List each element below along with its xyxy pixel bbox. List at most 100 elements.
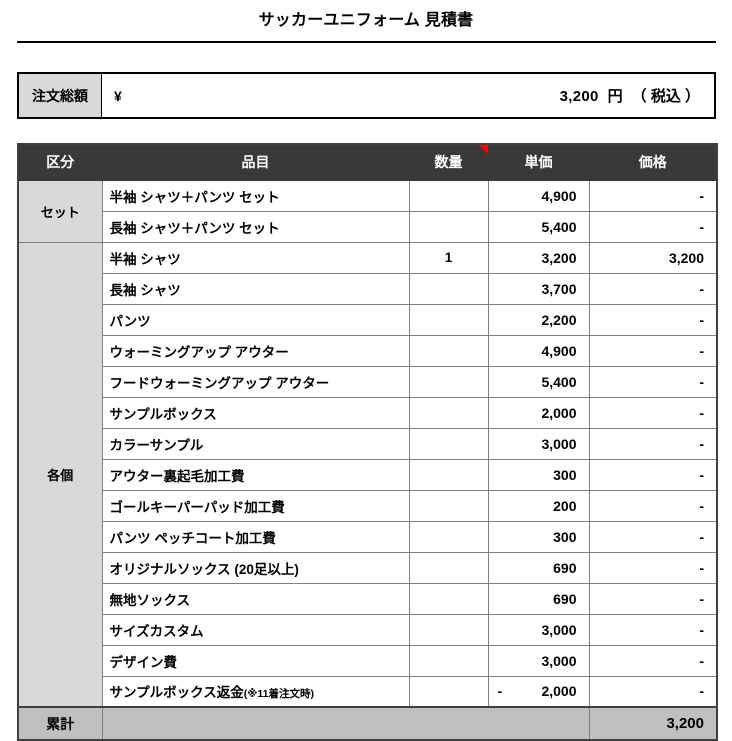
- table-row: カラーサンプル 3,000-: [18, 427, 718, 460]
- unit-price-cell: 2,200: [487, 303, 590, 336]
- unit-price-cell: 5,400: [487, 365, 590, 398]
- item-name-cell: デザイン費: [101, 644, 410, 677]
- unit-price-cell: 3,000: [487, 427, 590, 460]
- item-name: 長袖 シャツ: [109, 282, 181, 298]
- category-cell: 各個: [17, 241, 103, 708]
- item-name-cell: 半袖 シャツ: [101, 241, 410, 274]
- item-name: フードウォーミングアップ アウター: [109, 375, 330, 391]
- item-name-cell: ゴールキーパーパッド加工費: [101, 489, 410, 522]
- quantity-cell[interactable]: [408, 427, 489, 460]
- order-total-tax-note: （ 税込 ）: [631, 88, 700, 105]
- item-name-cell: ウォーミングアップ アウター: [101, 334, 410, 367]
- item-name: ゴールキーパーパッド加工費: [109, 499, 285, 515]
- table-header: 区分 品目 数量 単価 価格: [17, 143, 718, 181]
- column-header-price[interactable]: 価格: [588, 143, 718, 181]
- title-divider: [17, 41, 716, 43]
- unit-price-cell: 3,000: [487, 613, 590, 646]
- quantity-cell[interactable]: [408, 520, 489, 553]
- quantity-cell[interactable]: [408, 613, 489, 646]
- table-row: サイズカスタム 3,000-: [18, 613, 718, 646]
- column-header-item[interactable]: 品目: [101, 143, 410, 181]
- unit-price-cell: 3,000: [487, 644, 590, 677]
- quantity-cell[interactable]: [408, 396, 489, 429]
- quantity-cell[interactable]: [408, 365, 489, 398]
- item-name: ウォーミングアップ アウター: [109, 344, 289, 360]
- item-name-cell: アウター裏起毛加工費: [101, 458, 410, 491]
- item-name: デザイン費: [109, 654, 178, 670]
- item-name-cell: パンツ: [101, 303, 410, 336]
- quantity-cell[interactable]: [408, 210, 489, 243]
- price-cell: -: [588, 613, 718, 646]
- item-name-cell: フードウォーミングアップ アウター: [101, 365, 410, 398]
- item-name-cell: オリジナルソックス (20足以上): [101, 551, 410, 584]
- quantity-cell[interactable]: [408, 551, 489, 584]
- item-name: サンプルボックス: [109, 406, 217, 422]
- item-name: オリジナルソックス (20足以上): [109, 561, 299, 577]
- item-name: パンツ ペッチコート加工費: [109, 530, 276, 546]
- table-row: デザイン費 3,000-: [18, 644, 718, 677]
- table-row: 各個 半袖 シャツ 1 3,200 3,200: [17, 241, 718, 708]
- quantity-cell[interactable]: [408, 334, 489, 367]
- price-cell: -: [588, 644, 718, 677]
- currency-symbol: ¥: [114, 87, 122, 104]
- table-footer: 累計 3,200: [17, 706, 718, 741]
- order-total-unit: 円: [607, 88, 623, 105]
- comment-marker-icon: [478, 145, 488, 154]
- table-row: パンツ ペッチコート加工費 300-: [18, 520, 718, 553]
- table-row: 長袖 シャツ 3,700-: [18, 272, 718, 305]
- quantity-cell[interactable]: 1: [408, 241, 489, 274]
- table-row: サンプルボックス返金(※11着注文時) -2,000-: [18, 675, 718, 708]
- item-name-cell: 半袖 シャツ＋パンツ セット: [101, 179, 410, 212]
- quantity-cell[interactable]: [408, 458, 489, 491]
- order-total-value: 3,200: [559, 88, 599, 105]
- table-row: オリジナルソックス (20足以上) 690-: [18, 551, 718, 584]
- price-cell: -: [588, 582, 718, 615]
- item-name: 無地ソックス: [109, 592, 191, 608]
- item-name-cell: 長袖 シャツ: [101, 272, 410, 305]
- order-total-body: ¥ 3,200 円 （ 税込 ）: [102, 74, 714, 117]
- unit-price-cell: 200: [487, 489, 590, 522]
- order-total-amount: 3,200 円 （ 税込 ）: [560, 85, 700, 106]
- column-header-quantity[interactable]: 数量: [408, 143, 489, 181]
- item-name-cell: 無地ソックス: [101, 582, 410, 615]
- unit-price-cell: 4,900: [487, 334, 590, 367]
- table-row: アウター裏起毛加工費 300-: [18, 458, 718, 491]
- table-row: ウォーミングアップ アウター 4,900-: [18, 334, 718, 367]
- table-row: 無地ソックス 690-: [18, 582, 718, 615]
- unit-price-cell: 3,200: [487, 241, 590, 274]
- item-name-cell: 長袖 シャツ＋パンツ セット: [101, 210, 410, 243]
- page-title: サッカーユニフォーム 見積書: [258, 12, 474, 29]
- unit-price-value: 2,000: [541, 683, 577, 700]
- item-name: パンツ: [109, 313, 151, 329]
- quantity-cell[interactable]: [408, 272, 489, 305]
- item-name: サイズカスタム: [109, 623, 204, 639]
- unit-price-cell: - 2,000: [487, 675, 590, 708]
- item-name-cell: カラーサンプル: [101, 427, 410, 460]
- quantity-cell[interactable]: [408, 489, 489, 522]
- table-row: パンツ 2,200-: [18, 303, 718, 336]
- unit-price-cell: 4,900: [487, 179, 590, 212]
- quantity-cell[interactable]: [408, 644, 489, 677]
- price-cell: -: [588, 210, 718, 243]
- total-value: 3,200: [588, 706, 718, 741]
- table-row: サンプルボックス 2,000-: [18, 396, 718, 429]
- item-name-cell: サイズカスタム: [101, 613, 410, 646]
- item-name-cell: パンツ ペッチコート加工費: [101, 520, 410, 553]
- quantity-cell[interactable]: [408, 303, 489, 336]
- item-note: (※11着注文時): [243, 688, 315, 701]
- quantity-cell[interactable]: [408, 179, 489, 212]
- column-header-unit-price[interactable]: 単価: [487, 143, 590, 181]
- item-name: サンプルボックス返金: [109, 685, 244, 701]
- item-name-cell: サンプルボックス返金(※11着注文時): [101, 675, 410, 708]
- quantity-cell[interactable]: [408, 675, 489, 708]
- column-header-quantity-label: 数量: [434, 154, 463, 171]
- price-cell: -: [588, 365, 718, 398]
- table-row: フードウォーミングアップ アウター 5,400-: [18, 365, 718, 398]
- column-header-category[interactable]: 区分: [17, 143, 103, 181]
- price-cell: -: [588, 303, 718, 336]
- category-cell: セット: [17, 179, 103, 243]
- price-cell: -: [588, 489, 718, 522]
- price-cell: -: [588, 396, 718, 429]
- quantity-cell[interactable]: [408, 582, 489, 615]
- table-body: セット 半袖 シャツ＋パンツ セット 4,900- 長袖 シャツ＋パンツ セット 5,4…: [17, 179, 718, 708]
